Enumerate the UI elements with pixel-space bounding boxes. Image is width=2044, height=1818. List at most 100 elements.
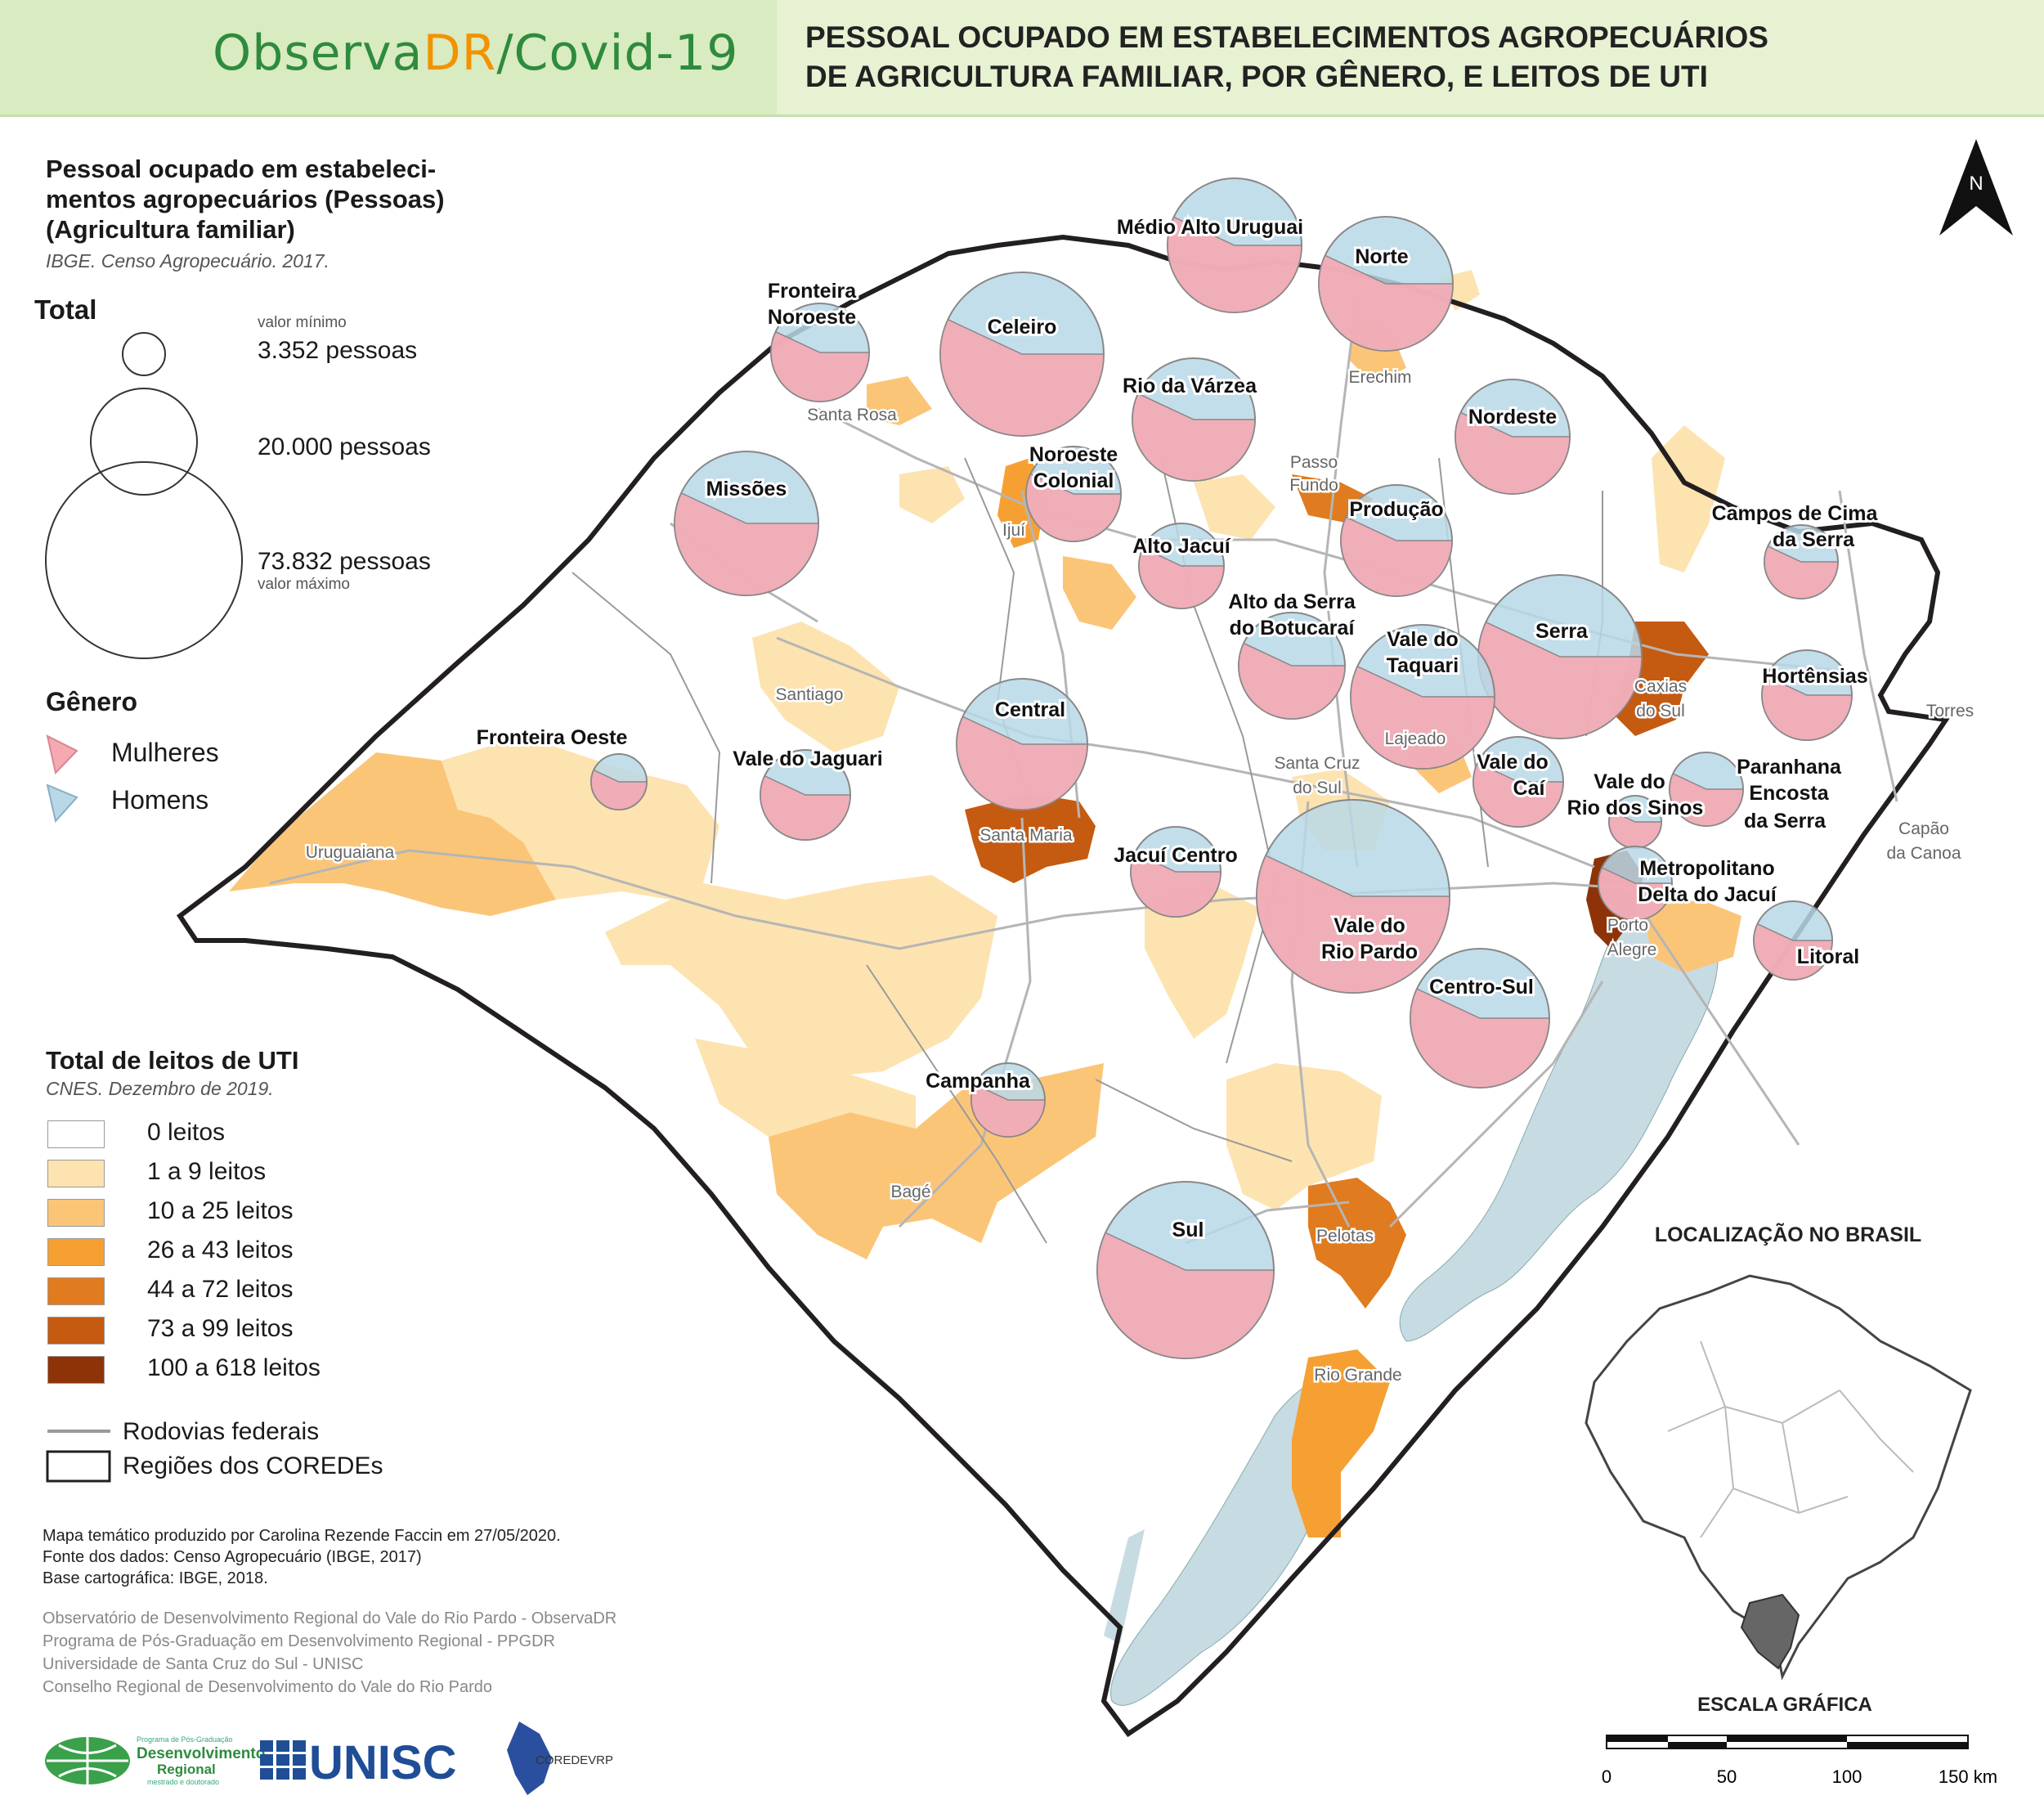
region-labels: Médio Alto Uruguai Norte Fronteira Noroe… (474, 213, 1881, 1244)
icu-class-label: 44 a 72 leitos (147, 1276, 294, 1303)
icu-class-label: 10 a 25 leitos (147, 1197, 294, 1224)
gender-title: Gênero (46, 687, 138, 716)
scale-tick: 50 (1717, 1766, 1737, 1787)
value-max: 73.832 pessoas (258, 548, 431, 575)
brand-box: ObservaDR/Covid-19 (0, 0, 777, 114)
city-label: do Sul (1293, 779, 1342, 797)
pie-women-share (1130, 851, 1221, 918)
icu-class-swatch (47, 1356, 105, 1384)
region-label: Litoral (1797, 945, 1859, 968)
icu-class-swatch (47, 1160, 105, 1187)
region-label: Alto da Serra (1228, 590, 1356, 613)
city-label: Caxias (1634, 677, 1687, 696)
icu-fill-layer (229, 270, 1741, 1537)
men-label: Homens (111, 785, 209, 815)
pie-women-share (1138, 547, 1225, 609)
brazil-map (1585, 1274, 1972, 1681)
region-label: Serra (1535, 620, 1589, 643)
globe-icon (45, 1737, 130, 1784)
city-label: Santiago (776, 685, 844, 704)
city-labels: Erechim Santa Rosa Passo Fundo Ijuí Sant… (303, 366, 1975, 1387)
pie-women-share (1096, 1232, 1275, 1359)
pie-women-share (1318, 254, 1454, 352)
region-label: Vale do (1477, 751, 1549, 774)
region-label: Vale do (1387, 628, 1459, 651)
city-label: Capão (1898, 819, 1949, 838)
region-label: Vale do (1334, 914, 1405, 937)
credits: Mapa temático produzido por Carolina Rez… (43, 1527, 561, 1587)
roads-label: Rodovias federais (123, 1418, 320, 1445)
region-label: Norte (1355, 245, 1408, 268)
city-label: Porto (1607, 916, 1648, 935)
city-label: Pelotas (1316, 1227, 1374, 1246)
pie-women-share (1410, 988, 1550, 1089)
fronteira-oeste-area (442, 736, 719, 900)
region-label: Caí (1513, 777, 1546, 800)
pie-women-share (1132, 393, 1256, 482)
metro-south-area (1643, 900, 1741, 973)
unisc-grid-icon (260, 1740, 306, 1780)
region-label: Jacuí Centro (1114, 844, 1237, 867)
rio-grande-area (1292, 1349, 1390, 1537)
legend-circle-mid (90, 388, 198, 496)
city-label: da Canoa (1886, 844, 1961, 863)
pie-layer (590, 177, 1853, 1359)
scale-title: ESCALA GRÁFICA (1697, 1693, 1872, 1716)
region-label: Fronteira (768, 280, 857, 303)
legend-circle-min (122, 332, 166, 376)
central-south-area (1145, 883, 1259, 1039)
region-label: Noroeste (1029, 443, 1118, 466)
city-label: Torres (1926, 702, 1974, 720)
pie-women-share (674, 492, 819, 596)
icu-legend-title: Total de leitos de UTI (46, 1046, 299, 1075)
city-label: Santa Cruz (1274, 754, 1360, 773)
north-arrow-icon (1939, 139, 2013, 236)
canguçu-area (1226, 1063, 1382, 1210)
region-label: Rio dos Sinos (1567, 797, 1704, 819)
region-label: Campanha (926, 1070, 1031, 1093)
pie-women-share (970, 1083, 1046, 1138)
pie-women-share (590, 769, 648, 810)
pie-women-share (1340, 516, 1453, 597)
alto-jacui-area (1194, 474, 1275, 540)
region-label: Encosta (1749, 782, 1829, 805)
region-label: Taquari (1387, 654, 1459, 677)
rs-highlight (1740, 1593, 1800, 1670)
people-legend-title: Pessoal ocupado em estabeleci- mentos ag… (46, 155, 445, 244)
legend-circle-max (45, 461, 243, 659)
region-label: Campos de Cima (1712, 502, 1879, 525)
santa-maria-area (965, 793, 1096, 883)
icu-class-swatch (47, 1120, 105, 1148)
north-letter: N (1969, 173, 1983, 195)
city-label: Uruguaiana (306, 843, 395, 862)
scale-tick: 100 (1832, 1766, 1862, 1787)
scale-tick: 150 km (1939, 1766, 1997, 1787)
city-label: Bagé (890, 1183, 930, 1201)
pie-women-share (1472, 761, 1564, 828)
unisc-logo: UNISC (260, 1736, 456, 1789)
region-label: Rio Pardo (1321, 940, 1418, 963)
region-label: Fronteira Oeste (477, 726, 628, 749)
ppgdr-logo: Programa de Pós-Graduação Desenvolviment… (43, 1735, 265, 1786)
pie-women-share (1350, 665, 1495, 770)
santiago-area (752, 622, 899, 752)
icu-class-swatch (47, 1317, 105, 1344)
pie-women-share (956, 716, 1088, 810)
pie-women-share (1598, 866, 1673, 921)
city-label: Lajeado (1385, 729, 1446, 748)
total-label: Total (34, 294, 97, 325)
scale-bar: ESCALA GRÁFICA 0 50 100 150 km (1602, 1693, 1997, 1787)
page-title: PESSOAL OCUPADO EM ESTABELECIMENTOS AGRO… (805, 20, 1768, 93)
pie-women-share (1256, 855, 1450, 994)
region-label: Central (995, 698, 1065, 721)
region-label: Paranhana (1737, 756, 1842, 779)
header-bar: ObservaDR/Covid-19 PESSOAL OCUPADO EM ES… (0, 0, 2044, 117)
city-label: Erechim (1348, 368, 1411, 387)
region-label: Nordeste (1468, 406, 1557, 429)
value-mid: 20.000 pessoas (258, 433, 431, 460)
corede-map-icon (507, 1721, 552, 1795)
icu-class-label: 1 a 9 leitos (147, 1158, 267, 1185)
region-label: Delta do Jacuí (1638, 883, 1777, 906)
region-label: da Serra (1773, 528, 1855, 551)
